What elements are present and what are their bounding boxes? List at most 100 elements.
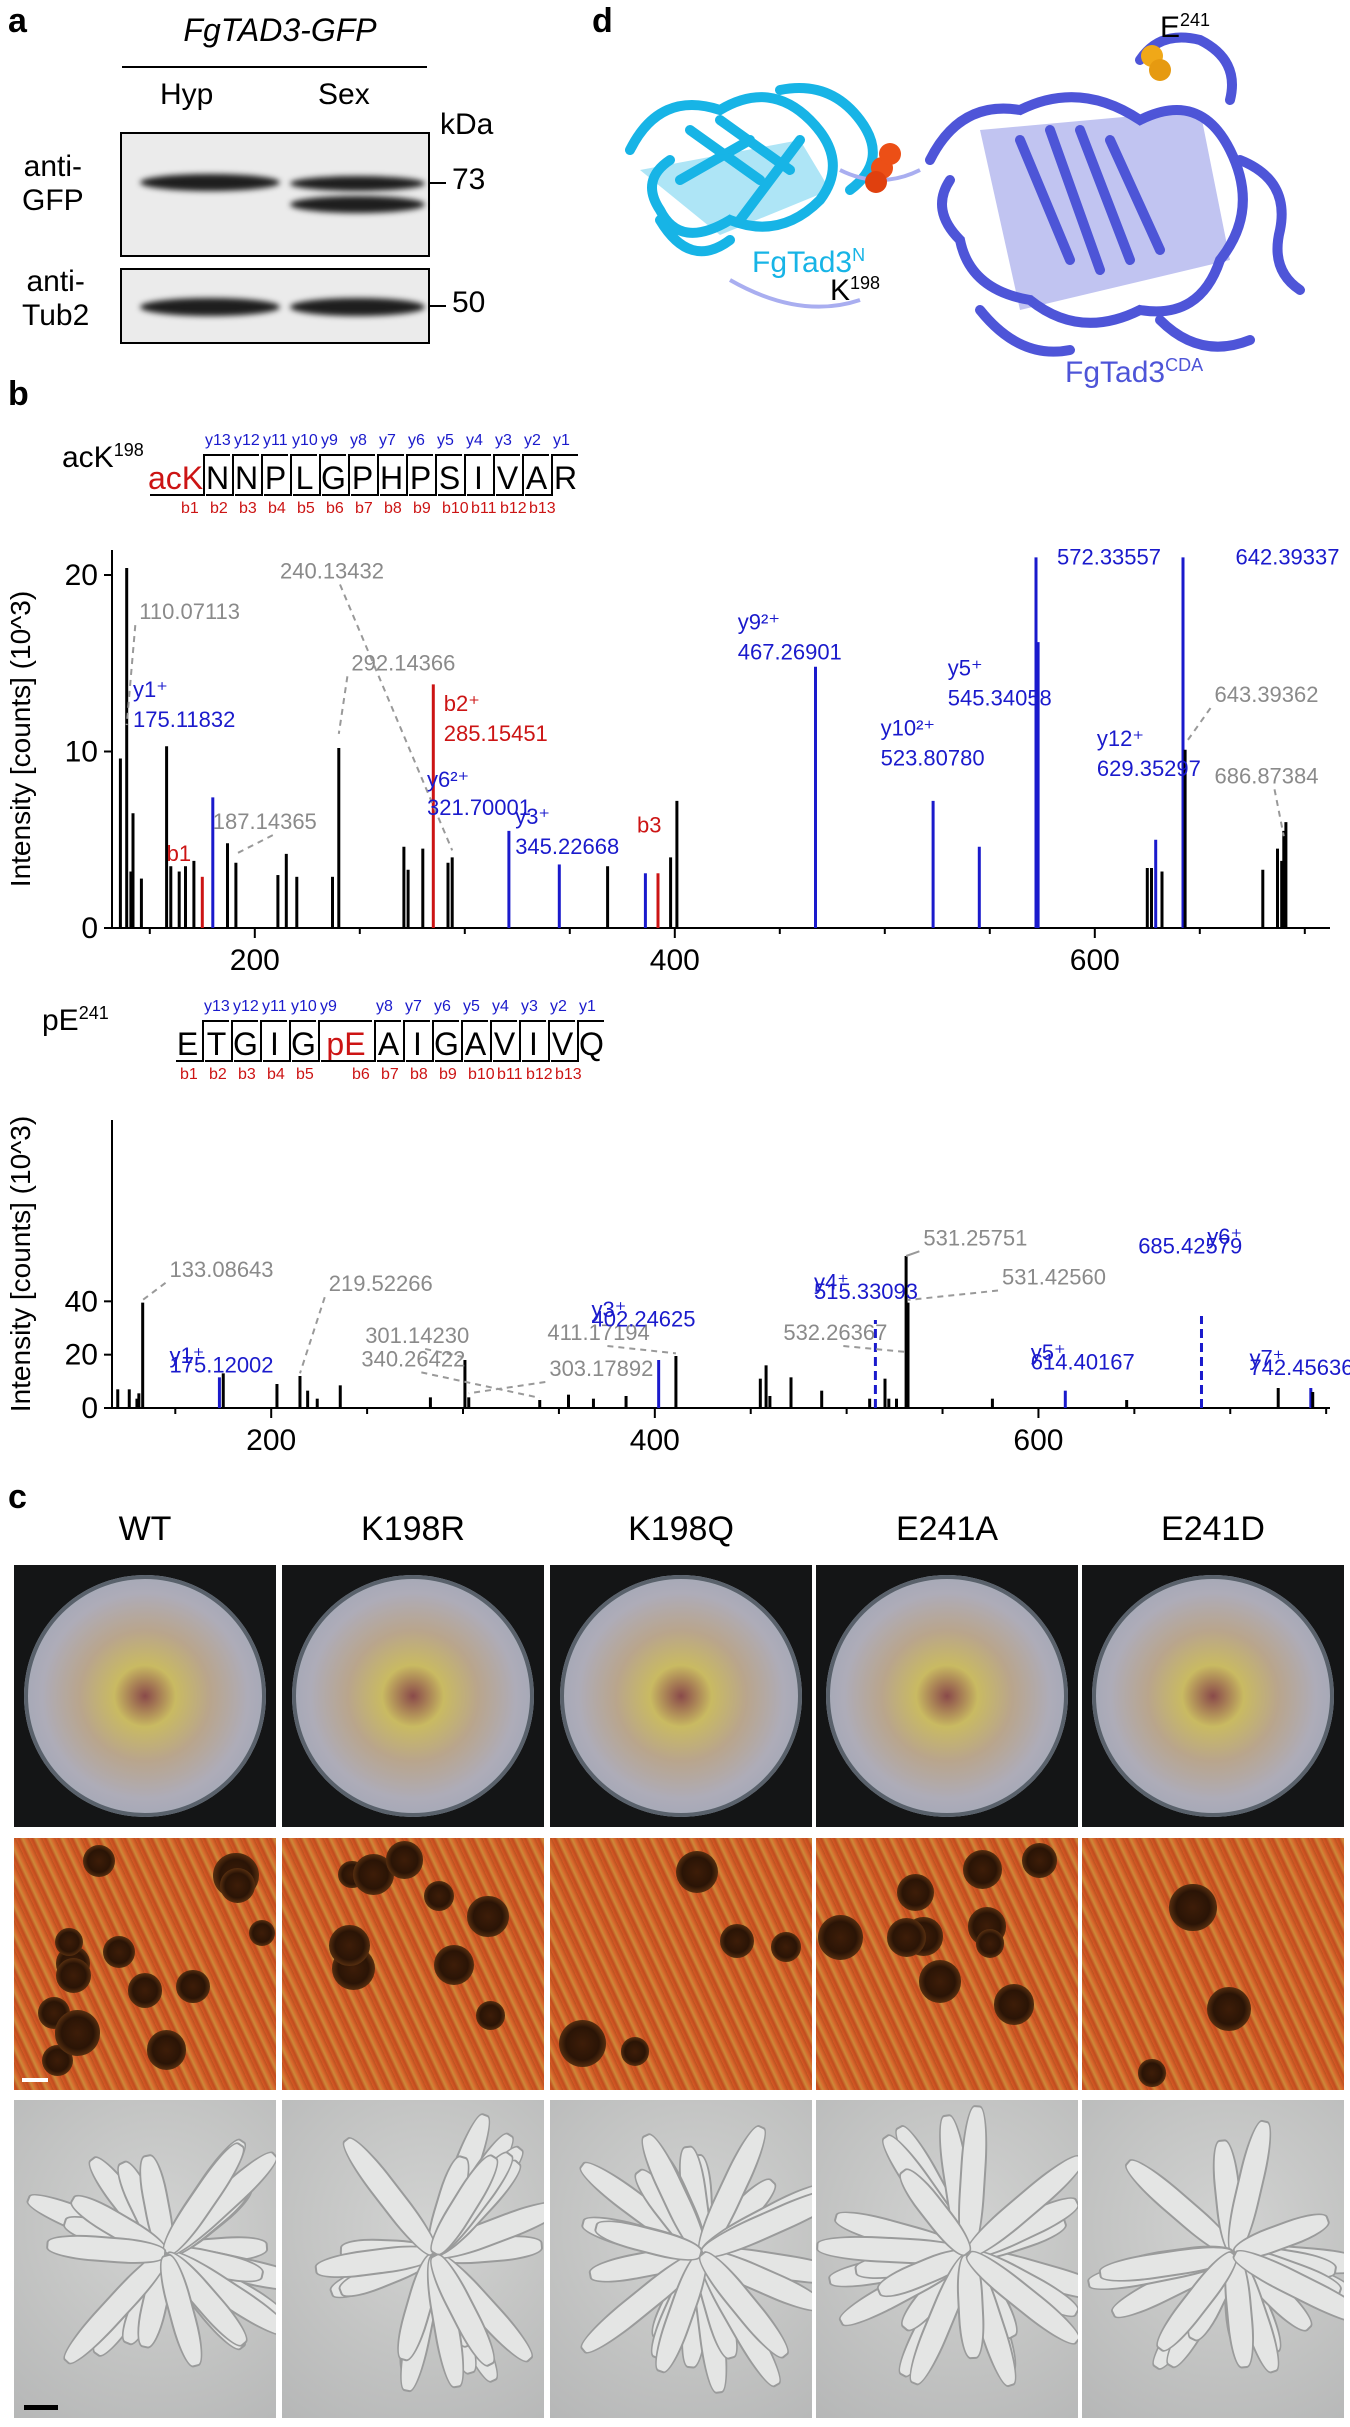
blot-title-rule bbox=[122, 66, 427, 68]
peak-annotation: y3⁺ bbox=[515, 804, 550, 829]
y-ion-label: y2 bbox=[524, 432, 541, 449]
n-domain-label: FgTad3N bbox=[752, 245, 866, 279]
perithecium bbox=[620, 2037, 650, 2066]
b-ion-label: b10 bbox=[442, 500, 469, 517]
cda-domain-ribbon bbox=[925, 32, 1305, 357]
peak-annotation: 531.25751 bbox=[923, 1225, 1027, 1250]
peak-annotation: 219.52266 bbox=[329, 1271, 433, 1296]
plate-e241d bbox=[1082, 1565, 1344, 1827]
peak-annotation: 614.40167 bbox=[1031, 1350, 1135, 1375]
panel-label-c: c bbox=[8, 1478, 27, 1516]
b-ion-label: b9 bbox=[413, 500, 431, 517]
perithecium bbox=[146, 2030, 187, 2070]
peak-annotation: y4⁺ bbox=[814, 1269, 849, 1294]
x-tick-label: 400 bbox=[630, 1424, 680, 1457]
y-tick-label: 10 bbox=[65, 736, 98, 769]
marker-tick-50 bbox=[430, 305, 446, 307]
b-ion-label: b3 bbox=[239, 500, 257, 517]
b-ion-label: b7 bbox=[355, 500, 373, 517]
peak-annotation: 643.39362 bbox=[1215, 682, 1319, 707]
b-ion-label: b3 bbox=[238, 1066, 256, 1083]
cda-domain-sheet bbox=[980, 110, 1230, 310]
y-ion-label: y5 bbox=[463, 998, 480, 1015]
annotation-leader bbox=[424, 1347, 466, 1359]
blot-tub2 bbox=[120, 268, 430, 344]
band-tub2-hyp bbox=[140, 298, 280, 316]
asci-wt bbox=[14, 2100, 276, 2418]
peptide-residue: pE bbox=[326, 1026, 366, 1062]
y-tick-label: 0 bbox=[81, 1392, 98, 1425]
y-ion-label: y7 bbox=[379, 432, 396, 449]
y-ion-label: y10 bbox=[291, 998, 317, 1015]
perithecium bbox=[219, 1868, 255, 1903]
band-gfp-sex-upper bbox=[290, 176, 425, 191]
perithecium bbox=[896, 1873, 934, 1911]
annotation-leader bbox=[125, 625, 137, 726]
peak-annotation: b3 bbox=[637, 813, 661, 838]
peak-annotation: y9²⁺ bbox=[738, 610, 780, 635]
annotation-leader bbox=[468, 1381, 546, 1395]
y-ion-label: y6 bbox=[434, 998, 451, 1015]
perithecia-k198q bbox=[550, 1838, 812, 2090]
asci-k198q bbox=[550, 2100, 812, 2418]
perithecium bbox=[771, 1932, 802, 1962]
spectrum-chart-1: 0 10 20 200 400 600 Intensity [counts] (10^3) 1… bbox=[5, 544, 1340, 970]
plate-e241a bbox=[816, 1565, 1078, 1827]
peak-annotation: 321.70001 bbox=[427, 795, 531, 820]
peak-annotation: y1⁺ bbox=[133, 677, 168, 702]
b-ion-label: b13 bbox=[529, 500, 556, 517]
peak-annotation: 303.17892 bbox=[549, 1356, 653, 1381]
peak-annotation: 686.87384 bbox=[1215, 763, 1319, 788]
peptide-residue: A bbox=[525, 460, 548, 496]
perithecium bbox=[720, 1923, 755, 1958]
peak-annotation: 411.17194 bbox=[547, 1320, 649, 1345]
y-ion-label: y6 bbox=[408, 432, 425, 449]
y-ion-label: y4 bbox=[466, 432, 483, 449]
perithecium bbox=[962, 1849, 1003, 1889]
peptide-residue: G bbox=[233, 1026, 258, 1062]
perithecium bbox=[82, 1844, 116, 1878]
perithecium bbox=[975, 1929, 1005, 1958]
b-ion-label: b8 bbox=[384, 500, 402, 517]
peptide-residue: N bbox=[234, 460, 259, 496]
genotype-e241d: E241D bbox=[1161, 1510, 1265, 1548]
perithecium bbox=[103, 1936, 136, 1969]
y-ion-label: y7 bbox=[405, 998, 422, 1015]
y-axis-label: Intensity [counts] (10^3) bbox=[5, 591, 36, 887]
y-ion-label: y10 bbox=[292, 432, 318, 449]
y-ion-label: y9 bbox=[320, 998, 337, 1015]
n-domain-sheet bbox=[640, 140, 830, 235]
protein-structure bbox=[625, 32, 1305, 357]
peak-annotation: 685.42579 bbox=[1138, 1234, 1242, 1259]
lane-label-sex: Sex bbox=[318, 78, 370, 111]
peak-annotation: y12⁺ bbox=[1097, 726, 1144, 751]
genotype-e241a: E241A bbox=[895, 1510, 999, 1548]
asci-k198r bbox=[282, 2100, 544, 2418]
perithecium bbox=[54, 2010, 101, 2056]
perithecium bbox=[1138, 2059, 1166, 2087]
annotation-leader bbox=[1186, 707, 1212, 742]
y-ion-label: y1 bbox=[553, 432, 570, 449]
peptide-residue: I bbox=[474, 460, 483, 496]
blot-gfp bbox=[120, 132, 430, 257]
annotation-leader bbox=[142, 1282, 167, 1301]
b-ion-label: b9 bbox=[439, 1066, 457, 1083]
peak-annotation: 642.39337 bbox=[1236, 544, 1340, 569]
b-ion-label: b13 bbox=[555, 1066, 582, 1083]
b-ion-label: b2 bbox=[209, 1066, 227, 1083]
y-ion-label: y2 bbox=[550, 998, 567, 1015]
asci-e241d bbox=[1082, 2100, 1344, 2418]
perithecium bbox=[56, 1957, 92, 1994]
y-tick-label: 40 bbox=[65, 1285, 98, 1318]
y-tick-label: 0 bbox=[81, 912, 98, 945]
b-ion-label: b11 bbox=[471, 500, 497, 517]
y-ion-label: y5 bbox=[437, 432, 454, 449]
peptide-residue: G bbox=[321, 460, 346, 496]
scale-bar-perithecia bbox=[22, 2078, 48, 2082]
peak-annotation: 340.26422 bbox=[361, 1346, 465, 1371]
perithecia-e241a bbox=[816, 1838, 1078, 2090]
peak-annotation: 531.42560 bbox=[1002, 1265, 1106, 1290]
perithecia-wt bbox=[14, 1838, 276, 2090]
peak-annotation: 292.14366 bbox=[351, 650, 455, 675]
